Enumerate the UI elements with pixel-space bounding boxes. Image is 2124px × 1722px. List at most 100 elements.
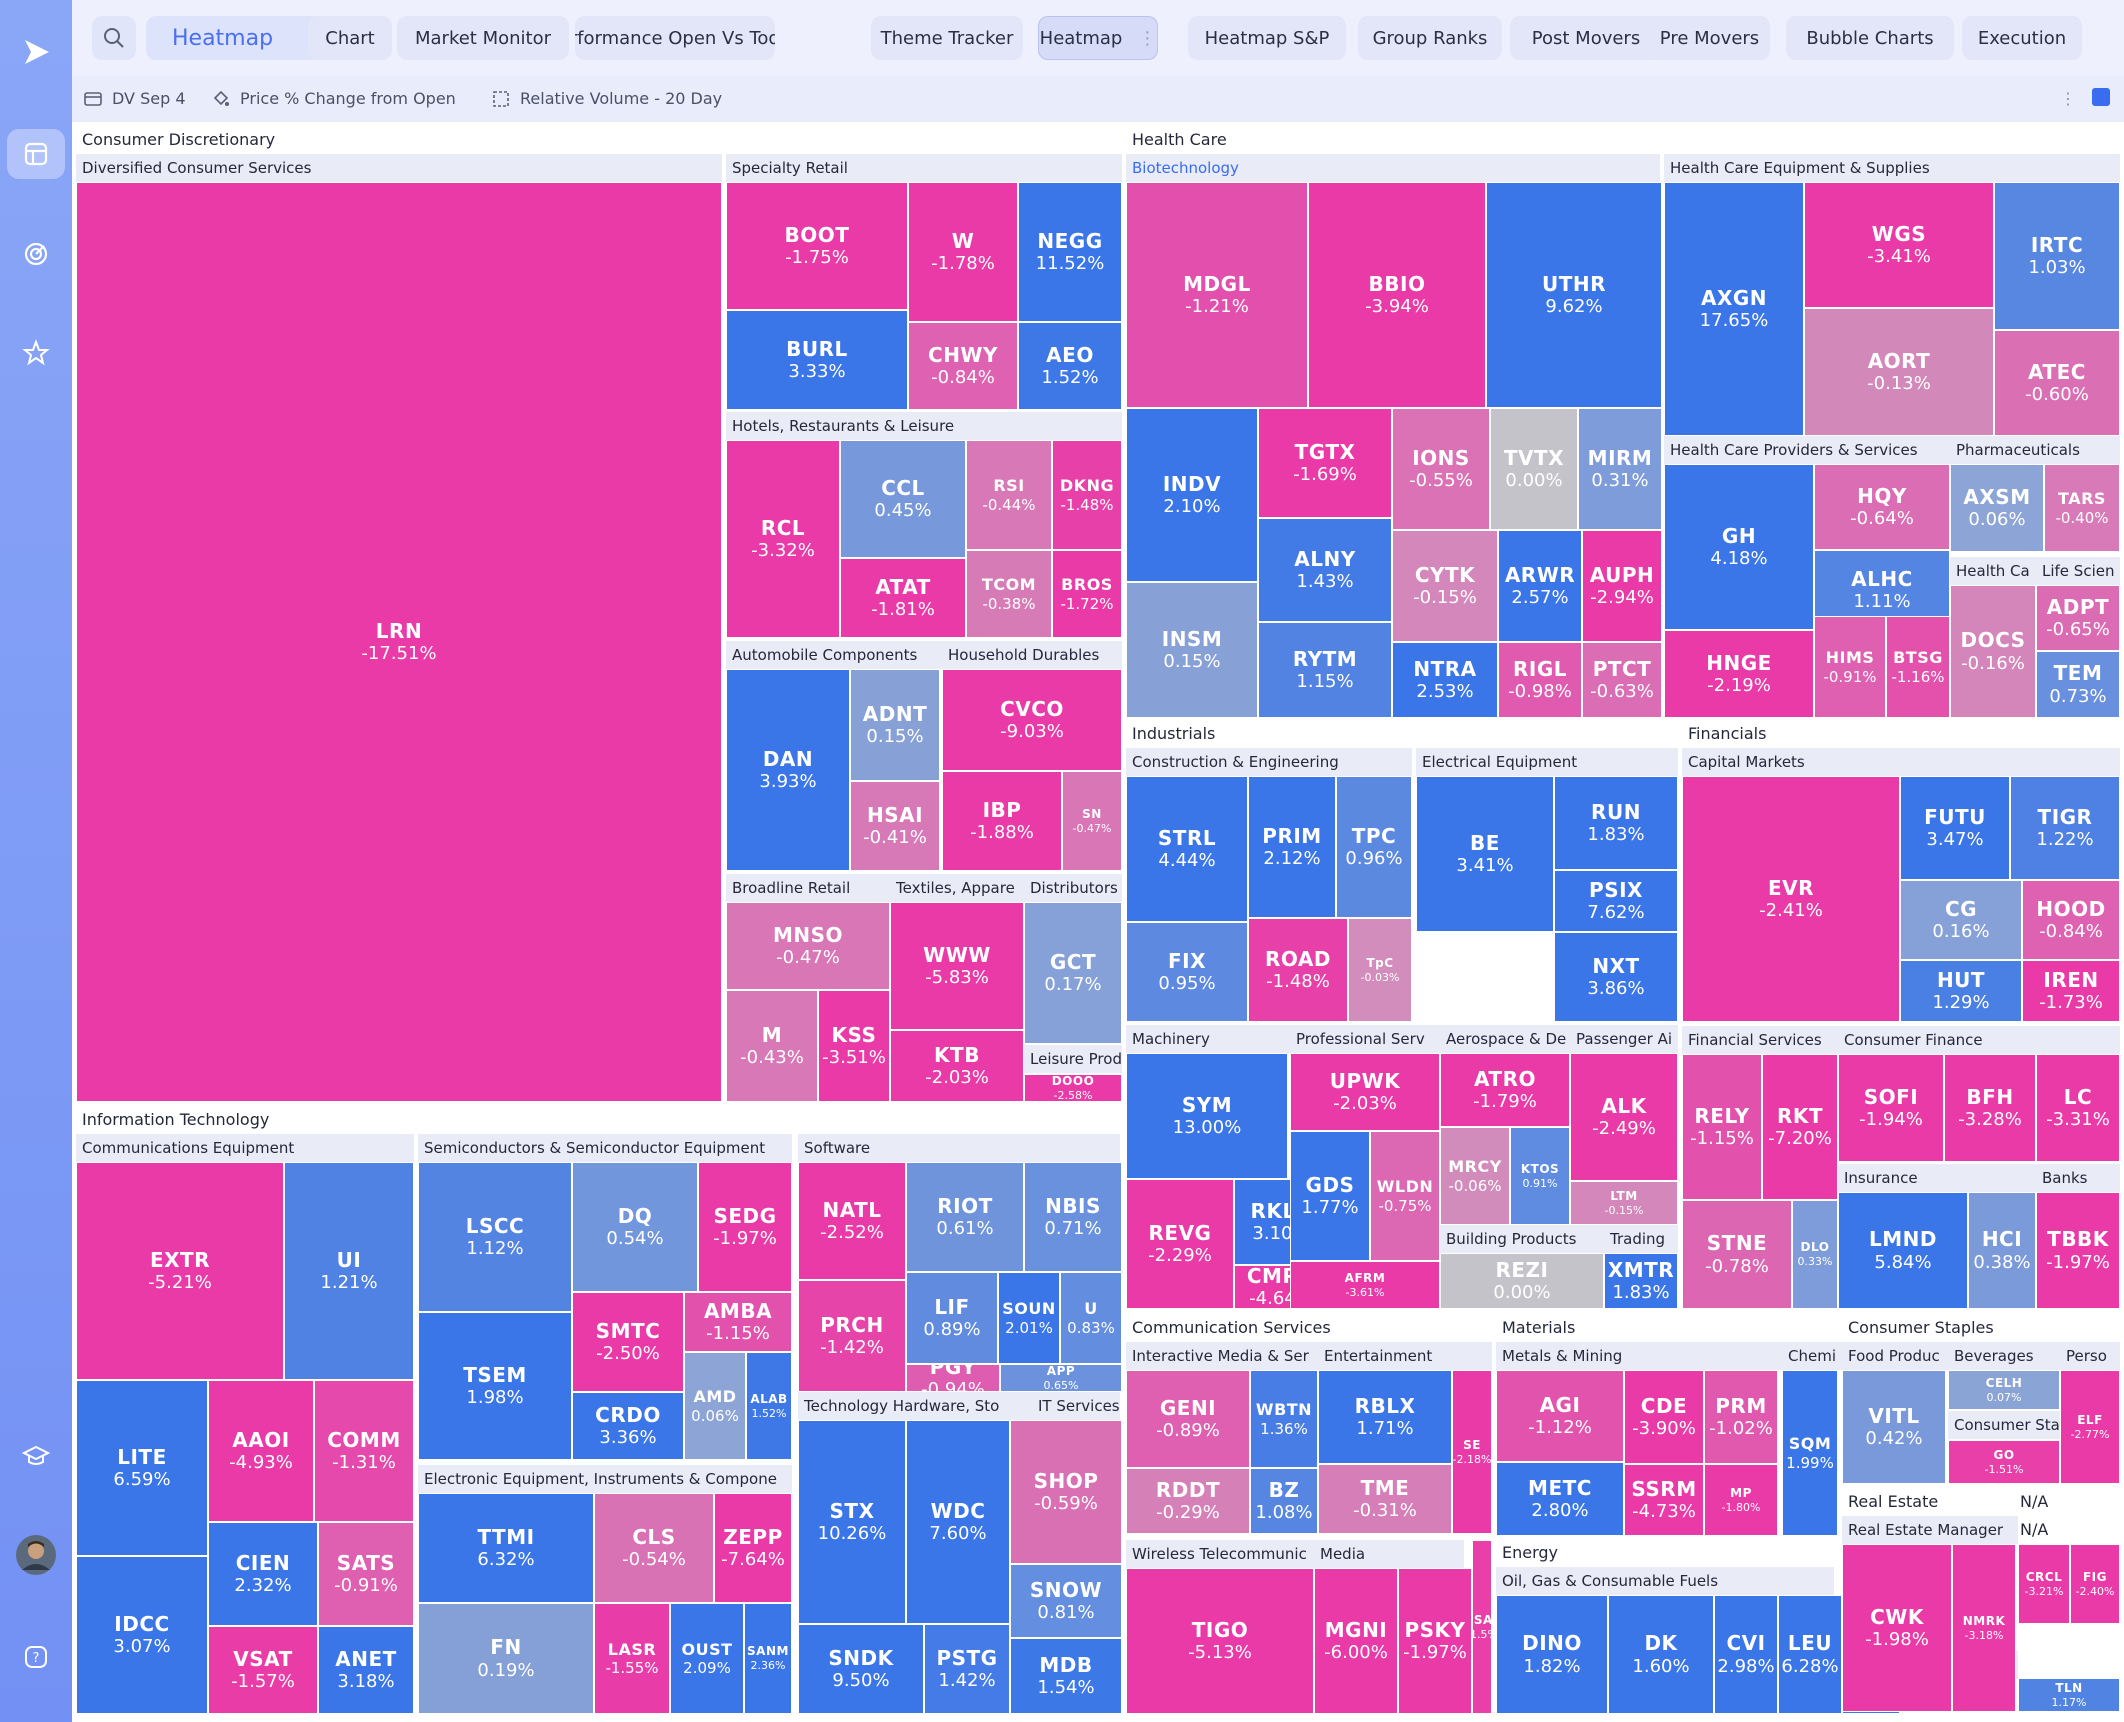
tile-metc[interactable]: METC 2.80% [1496,1462,1624,1536]
tile-m[interactable]: M -0.43% [726,990,818,1102]
tile-amd[interactable]: AMD 0.06% [684,1352,746,1460]
tile-rely[interactable]: RELY -1.15% [1682,1054,1762,1200]
tile-strl[interactable]: STRL 4.44% [1126,776,1248,922]
tile-bz[interactable]: BZ 1.08% [1250,1468,1318,1534]
tile-arwr[interactable]: ARWR 2.57% [1498,530,1582,642]
tile-cytk[interactable]: CYTK -0.15% [1392,530,1498,642]
tile-fn[interactable]: FN 0.19% [418,1603,594,1714]
tile-prim[interactable]: PRIM 2.12% [1248,776,1336,918]
tile-ltm[interactable]: LTM -0.15% [1570,1181,1678,1225]
tile-zepp[interactable]: ZEPP -7.64% [714,1493,792,1603]
tile-vsat[interactable]: VSAT -1.57% [208,1626,318,1714]
tile-stne[interactable]: STNE -0.78% [1682,1200,1792,1309]
tile-fix[interactable]: FIX 0.95% [1126,922,1248,1022]
tile-wdc[interactable]: WDC 7.60% [906,1420,1010,1624]
tile-docs[interactable]: DOCS -0.16% [1950,585,2036,718]
layout-icon[interactable] [7,129,65,179]
tile-crdo[interactable]: CRDO 3.36% [572,1392,684,1460]
tile-lmnd[interactable]: LMND 5.84% [1838,1192,1968,1309]
tile-iren[interactable]: IREN -1.73% [2022,960,2120,1022]
tile-tln[interactable]: TLN 1.17% [2018,1678,2120,1712]
tile-ntra[interactable]: NTRA 2.53% [1392,642,1498,718]
tile-mrcy[interactable]: MRCY -0.06% [1440,1127,1510,1225]
tile-mp[interactable]: MP -1.80% [1704,1464,1778,1536]
tile-lscc[interactable]: LSCC 1.12% [418,1162,572,1312]
tile-wgs[interactable]: WGS -3.41% [1804,182,1994,308]
tab-6[interactable]: Group Ranks [1358,16,1502,60]
tile-cls[interactable]: CLS -0.54% [594,1493,714,1603]
tile-dino[interactable]: DINO 1.82% [1496,1595,1608,1714]
tile-road[interactable]: ROAD -1.48% [1248,918,1348,1022]
logo-icon[interactable] [7,27,65,77]
tile-natl[interactable]: NATL -2.52% [798,1162,906,1280]
color-swatch[interactable] [2092,88,2110,106]
tile-upwk[interactable]: UPWK -2.03% [1290,1053,1440,1131]
tile-shop[interactable]: SHOP -0.59% [1010,1420,1122,1564]
tile-nmrk[interactable]: NMRK -3.18% [1952,1544,2016,1712]
tab-7[interactable]: Post Movers [1510,16,1662,60]
tile-cg[interactable]: CG 0.16% [1900,880,2022,960]
tile-alny[interactable]: ALNY 1.43% [1258,518,1392,622]
tab-5[interactable]: Heatmap S&P [1188,16,1346,60]
tile-elf[interactable]: ELF -2.77% [2060,1370,2120,1484]
tile-amba[interactable]: AMBA -1.15% [684,1292,792,1352]
tile-riot[interactable]: RIOT 0.61% [906,1162,1024,1272]
tile-sofi[interactable]: SOFI -1.94% [1838,1054,1944,1162]
tile-lrn[interactable]: LRN -17.51% [76,182,722,1102]
tile-rblx[interactable]: RBLX 1.71% [1318,1370,1452,1464]
tile-comm[interactable]: COMM -1.31% [314,1380,414,1522]
tile-tigr[interactable]: TIGR 1.22% [2010,776,2120,880]
tile-kss[interactable]: KSS -3.51% [818,990,890,1102]
tile-rkt[interactable]: RKT -7.20% [1762,1054,1838,1200]
tile-afrm[interactable]: AFRM -3.61% [1290,1261,1440,1309]
tile-www[interactable]: WWW -5.83% [890,902,1024,1030]
tile-celh[interactable]: CELH 0.07% [1948,1370,2060,1410]
tile-leu[interactable]: LEU 6.28% [1778,1595,1842,1714]
tile-snow[interactable]: SNOW 0.81% [1010,1564,1122,1638]
tile-prm[interactable]: PRM -1.02% [1704,1370,1778,1464]
search-button[interactable] [92,16,136,60]
tile-wldn[interactable]: WLDN -0.75% [1370,1131,1440,1261]
tile-aaoi[interactable]: AAOI -4.93% [208,1380,314,1522]
tile-ibp[interactable]: IBP -1.88% [942,771,1062,871]
tile-be[interactable]: BE 3.41% [1416,776,1554,932]
tile-cien[interactable]: CIEN 2.32% [208,1522,318,1626]
tile-sats[interactable]: SATS -0.91% [318,1522,414,1626]
tile-dq[interactable]: DQ 0.54% [572,1162,698,1292]
tile-ssrm[interactable]: SSRM -4.73% [1624,1464,1704,1536]
tile-wbtn[interactable]: WBTN 1.36% [1250,1370,1318,1468]
tile-hood[interactable]: HOOD -0.84% [2022,880,2120,960]
tile-tvtx[interactable]: TVTX 0.00% [1490,408,1578,530]
tile-cvi[interactable]: CVI 2.98% [1714,1595,1778,1714]
tile-hims[interactable]: HIMS -0.91% [1814,616,1886,718]
tile-ttmi[interactable]: TTMI 6.32% [418,1493,594,1603]
tile-smtc[interactable]: SMTC -2.50% [572,1292,684,1392]
tile-hsai[interactable]: HSAI -0.41% [850,781,940,871]
tile-dlo[interactable]: DLO 0.33% [1792,1200,1838,1309]
tile-lasr[interactable]: LASR -1.55% [594,1603,670,1714]
tile-vitl[interactable]: VITL 0.42% [1842,1370,1946,1484]
graduation-cap-icon[interactable] [7,1431,65,1481]
tile-sn[interactable]: SN -0.47% [1062,771,1122,871]
tile-prch[interactable]: PRCH -1.42% [798,1280,906,1392]
tile-dan[interactable]: DAN 3.93% [726,669,850,871]
help-icon[interactable]: ? [7,1632,65,1682]
tile-ktb[interactable]: KTB -2.03% [890,1030,1024,1102]
tile-tpc[interactable]: TPC 0.96% [1336,776,1412,918]
tile-gsat[interactable]: GSAT-1.5% [1472,1540,1492,1714]
tile-nbis[interactable]: NBIS 0.71% [1024,1162,1122,1272]
tile-rcl[interactable]: RCL -3.32% [726,440,840,638]
tile-nxt[interactable]: NXT 3.86% [1554,932,1678,1022]
tile-bfh[interactable]: BFH -3.28% [1944,1054,2036,1162]
tile-tigo[interactable]: TIGO -5.13% [1126,1568,1314,1714]
tile-sanm[interactable]: SANM 2.36% [744,1603,792,1714]
tile-hut[interactable]: HUT 1.29% [1900,960,2022,1022]
tile-rddt[interactable]: RDDT -0.29% [1126,1468,1250,1534]
tile-gct[interactable]: GCT 0.17% [1024,902,1122,1044]
tile-boot[interactable]: BOOT -1.75% [726,182,908,310]
date-option[interactable]: DV Sep 4 [84,89,186,108]
tile-cwk[interactable]: CWK -1.98% [1842,1544,1952,1712]
tile-dkng[interactable]: DKNG -1.48% [1052,440,1122,550]
tile-agi[interactable]: AGI -1.12% [1496,1370,1624,1462]
tile-psky[interactable]: PSKY -1.97% [1398,1568,1472,1714]
